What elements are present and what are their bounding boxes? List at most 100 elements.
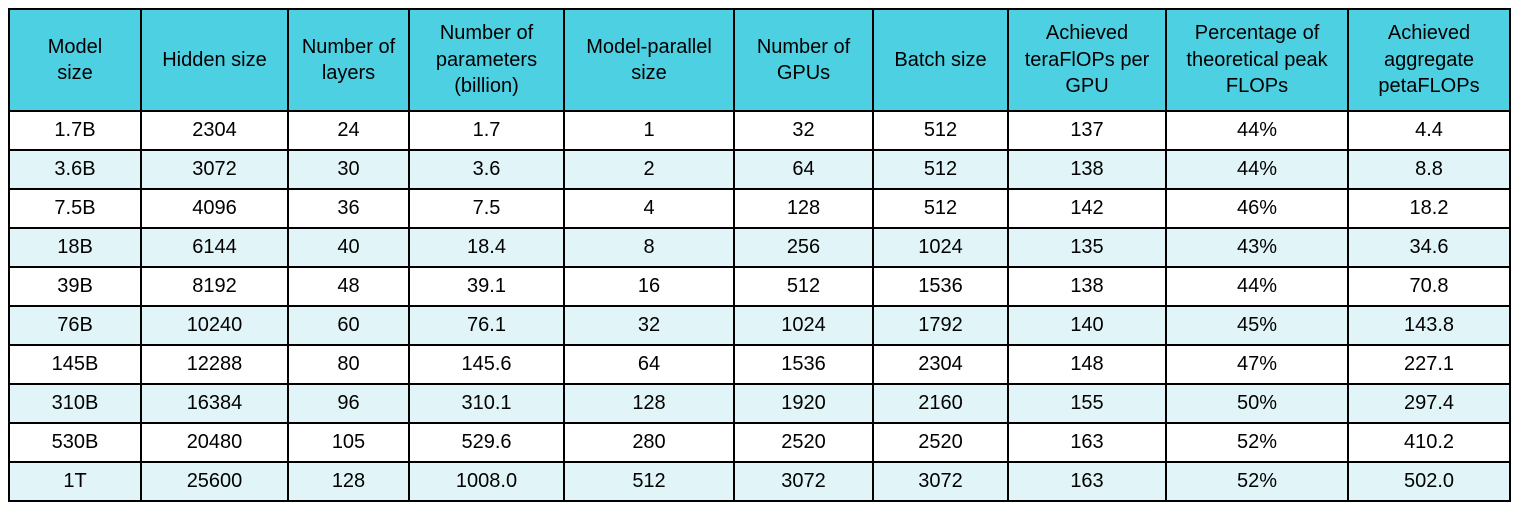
table-cell: 1	[563, 110, 735, 151]
table-cell: 8192	[140, 266, 289, 307]
table-row: 530B 20480 105 529.6 280 2520 2520 163 52% 410.2	[8, 422, 1511, 463]
table-cell: 4096	[140, 188, 289, 229]
table-row: 7.5B 4096 36 7.5 4 128 512 142 46% 18.2	[8, 188, 1511, 229]
table-cell: 43%	[1165, 227, 1349, 268]
table-cell: 529.6	[408, 422, 565, 463]
column-header: Achieved teraFlOPs per GPU	[1007, 8, 1167, 112]
table-cell: 3.6	[408, 149, 565, 190]
table-cell: 32	[563, 305, 735, 346]
table-cell: 45%	[1165, 305, 1349, 346]
table-cell: 502.0	[1347, 461, 1511, 502]
table-cell: 64	[733, 149, 874, 190]
table-cell: 3072	[872, 461, 1009, 502]
table-cell: 76.1	[408, 305, 565, 346]
table-cell: 128	[733, 188, 874, 229]
table-cell: 140	[1007, 305, 1167, 346]
table-cell: 163	[1007, 422, 1167, 463]
table-cell: 128	[287, 461, 410, 502]
table-cell: 8	[563, 227, 735, 268]
table-cell: 1024	[872, 227, 1009, 268]
table-cell: 3072	[140, 149, 289, 190]
table-cell: 52%	[1165, 422, 1349, 463]
column-header: Percentage of theoretical peak FLOPs	[1165, 8, 1349, 112]
table-row: 310B 16384 96 310.1 128 1920 2160 155 50% 297.4	[8, 383, 1511, 424]
table-cell: 39B	[8, 266, 142, 307]
table-body: 1.7B 2304 24 1.7 1 32 512 137 44% 4.4 3.6B 3072 30 3.…	[8, 110, 1511, 502]
table-cell: 10240	[140, 305, 289, 346]
table-cell: 2520	[872, 422, 1009, 463]
table-cell: 512	[563, 461, 735, 502]
table-cell: 163	[1007, 461, 1167, 502]
column-header: Model-parallel size	[563, 8, 735, 112]
table-cell: 512	[733, 266, 874, 307]
table-cell: 2160	[872, 383, 1009, 424]
table-cell: 135	[1007, 227, 1167, 268]
table-cell: 18.4	[408, 227, 565, 268]
table-cell: 2304	[140, 110, 289, 151]
table-cell: 410.2	[1347, 422, 1511, 463]
table-row: 76B 10240 60 76.1 32 1024 1792 140 45% 143.8	[8, 305, 1511, 346]
table-cell: 40	[287, 227, 410, 268]
table-cell: 1536	[733, 344, 874, 385]
column-header: Number of layers	[287, 8, 410, 112]
table-cell: 44%	[1165, 266, 1349, 307]
table-cell: 46%	[1165, 188, 1349, 229]
table-row: 18B 6144 40 18.4 8 256 1024 135 43% 34.6	[8, 227, 1511, 268]
column-header: Hidden size	[140, 8, 289, 112]
table-cell: 25600	[140, 461, 289, 502]
table-cell: 44%	[1165, 110, 1349, 151]
table-cell: 1024	[733, 305, 874, 346]
table-cell: 4.4	[1347, 110, 1511, 151]
table-cell: 105	[287, 422, 410, 463]
table-cell: 8.8	[1347, 149, 1511, 190]
table-cell: 52%	[1165, 461, 1349, 502]
table-cell: 24	[287, 110, 410, 151]
column-header: Achieved aggregate petaFLOPs	[1347, 8, 1511, 112]
table-cell: 34.6	[1347, 227, 1511, 268]
table-cell: 60	[287, 305, 410, 346]
table-cell: 80	[287, 344, 410, 385]
table-cell: 50%	[1165, 383, 1349, 424]
table-cell: 1536	[872, 266, 1009, 307]
table-cell: 530B	[8, 422, 142, 463]
table-row: 1.7B 2304 24 1.7 1 32 512 137 44% 4.4	[8, 110, 1511, 151]
table-cell: 297.4	[1347, 383, 1511, 424]
table-cell: 39.1	[408, 266, 565, 307]
table-cell: 64	[563, 344, 735, 385]
column-header: Batch size	[872, 8, 1009, 112]
table-cell: 76B	[8, 305, 142, 346]
table-cell: 310.1	[408, 383, 565, 424]
table-cell: 30	[287, 149, 410, 190]
header-row: Model size Hidden size Number of layers Num…	[8, 8, 1511, 112]
table-cell: 44%	[1165, 149, 1349, 190]
table-cell: 2	[563, 149, 735, 190]
table-cell: 128	[563, 383, 735, 424]
table-cell: 512	[872, 149, 1009, 190]
table-cell: 3.6B	[8, 149, 142, 190]
table-cell: 138	[1007, 266, 1167, 307]
table-cell: 143.8	[1347, 305, 1511, 346]
table-cell: 512	[872, 110, 1009, 151]
table-cell: 16	[563, 266, 735, 307]
table-cell: 512	[872, 188, 1009, 229]
page: Model size Hidden size Number of layers Num…	[8, 8, 1511, 502]
table-cell: 145B	[8, 344, 142, 385]
table-row: 39B 8192 48 39.1 16 512 1536 138 44% 70.8	[8, 266, 1511, 307]
table-row: 3.6B 3072 30 3.6 2 64 512 138 44% 8.8	[8, 149, 1511, 190]
table-cell: 48	[287, 266, 410, 307]
table-cell: 20480	[140, 422, 289, 463]
table-cell: 138	[1007, 149, 1167, 190]
table-head: Model size Hidden size Number of layers Num…	[8, 8, 1511, 112]
table-cell: 227.1	[1347, 344, 1511, 385]
table-cell: 7.5	[408, 188, 565, 229]
table-cell: 155	[1007, 383, 1167, 424]
table-cell: 2520	[733, 422, 874, 463]
table-cell: 16384	[140, 383, 289, 424]
table-cell: 1008.0	[408, 461, 565, 502]
table-cell: 70.8	[1347, 266, 1511, 307]
table-cell: 280	[563, 422, 735, 463]
table-cell: 7.5B	[8, 188, 142, 229]
table-cell: 1920	[733, 383, 874, 424]
table-row: 145B 12288 80 145.6 64 1536 2304 148 47% 227.1	[8, 344, 1511, 385]
table-cell: 32	[733, 110, 874, 151]
